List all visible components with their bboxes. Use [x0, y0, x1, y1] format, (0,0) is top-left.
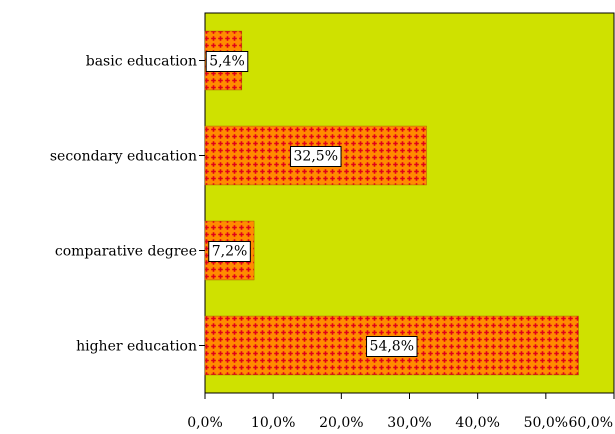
data-label-text: 54,8% — [370, 339, 414, 355]
data-label: 54,8% — [367, 337, 417, 357]
x-tick-label: 50,0% — [524, 415, 568, 431]
data-label-text: 32,5% — [294, 149, 338, 165]
category-label: higher education — [76, 339, 197, 355]
category-label: comparative degree — [55, 244, 197, 260]
x-tick-label: 10,0% — [251, 415, 295, 431]
x-tick-label: 60,0% — [569, 415, 613, 431]
x-tick-label: 20,0% — [319, 415, 363, 431]
data-label: 32,5% — [291, 147, 341, 167]
x-tick-label: 0,0% — [187, 415, 223, 431]
data-label-text: 5,4% — [209, 54, 245, 70]
x-tick-label: 30,0% — [387, 415, 431, 431]
data-label: 5,4% — [206, 52, 248, 72]
category-label: basic education — [86, 54, 197, 70]
data-label: 7,2% — [209, 242, 251, 262]
category-label: secondary education — [50, 149, 197, 165]
x-tick-label: 40,0% — [455, 415, 499, 431]
data-label-text: 7,2% — [212, 244, 248, 260]
